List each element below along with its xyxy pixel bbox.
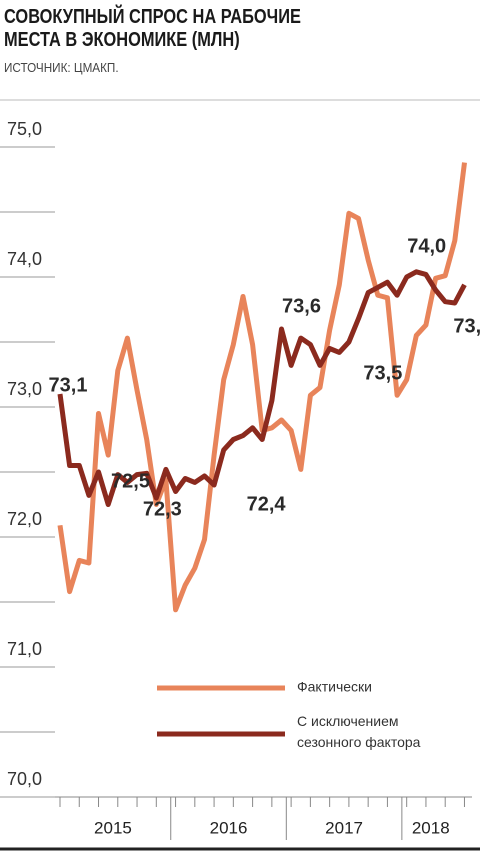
y-tick-label: 72,0: [7, 509, 42, 529]
y-tick-label: 70,0: [7, 769, 42, 789]
y-tick-label: 75,0: [7, 119, 42, 139]
chart-title: СОВОКУПНЫЙ СПРОС НА РАБОЧИЕ МЕСТА В ЭКОН…: [4, 6, 301, 51]
source: ИСТОЧНИК: ЦМАКП.: [4, 60, 119, 75]
data-label: 73,5: [363, 362, 402, 384]
x-tick-label: 2015: [94, 818, 132, 837]
data-label: 73,8: [453, 315, 480, 337]
legend-label: Фактически: [297, 679, 372, 695]
series-line: [57, 162, 467, 613]
legend-label: С исключением сезонного фактора: [297, 713, 421, 750]
data-label: 73,6: [282, 295, 321, 317]
x-tick-label: 2017: [325, 818, 363, 837]
data-label: 72,3: [143, 498, 182, 520]
y-tick-label: 73,0: [7, 379, 42, 399]
series-line: [57, 269, 467, 507]
x-tick-label: 2018: [412, 818, 450, 837]
data-label: 74,0: [407, 235, 446, 257]
y-tick-label: 71,0: [7, 639, 42, 659]
data-label: 72,5: [111, 470, 150, 492]
data-label: 73,1: [49, 374, 88, 396]
data-label: 72,4: [247, 493, 287, 515]
x-tick-label: 2016: [210, 818, 248, 837]
y-tick-label: 74,0: [7, 249, 42, 269]
